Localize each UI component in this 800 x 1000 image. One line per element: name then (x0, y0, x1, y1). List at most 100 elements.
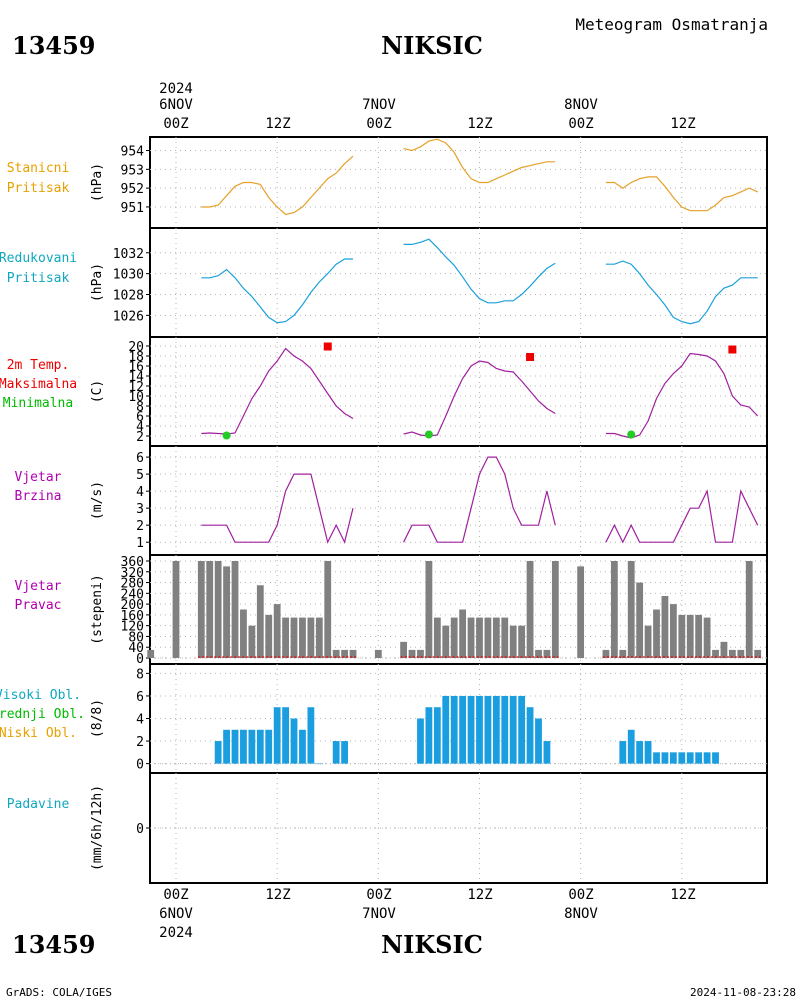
bar (332, 649, 340, 658)
bar (324, 561, 332, 658)
bar (307, 617, 315, 658)
station-id-top: 13459 (12, 31, 96, 60)
bar (307, 707, 315, 764)
bottom-hour-label: 12Z (670, 887, 695, 903)
bar (678, 614, 686, 658)
bottom-hour-label: 12Z (265, 887, 290, 903)
top-hour-label: 12Z (670, 116, 695, 132)
top-date-label: 7NOV (362, 97, 396, 113)
y-tick-label: 40 (128, 641, 144, 656)
panel-frame (149, 445, 768, 556)
bar (476, 695, 483, 764)
series-line (605, 352, 759, 439)
bar (459, 609, 467, 658)
top-hour-label: 12Z (265, 116, 290, 132)
bar (265, 729, 273, 764)
y-tick-label: 20 (128, 340, 144, 355)
series-line (605, 176, 758, 212)
y-tick-label: 18 (128, 350, 144, 365)
y-tick-label: 3 (136, 502, 144, 517)
bar (425, 561, 433, 658)
bar (433, 617, 441, 658)
bar (147, 649, 155, 658)
y-tick-label: 8 (136, 400, 144, 415)
bar (197, 561, 205, 658)
bar (745, 561, 753, 658)
bar (282, 707, 289, 764)
y-tick-label: 4 (136, 420, 144, 435)
y-tick-label: 10 (128, 390, 144, 405)
bar (341, 741, 348, 764)
bar (518, 695, 526, 764)
min-temp-marker (627, 430, 636, 439)
bar (248, 729, 256, 764)
top-hour-label: 00Z (163, 116, 188, 132)
bar (543, 741, 551, 764)
y-tick-label: 0 (136, 758, 144, 773)
bar (737, 649, 745, 658)
bottom-hour-label: 00Z (163, 887, 188, 903)
bar (619, 741, 627, 764)
bar (332, 741, 340, 764)
bar (602, 649, 610, 658)
top-year-label: 2024 (159, 81, 193, 97)
bar (282, 617, 289, 658)
bottom-time-axis: 00Z 12Z 00Z 12Z 00Z 12Z 6NOV 7NOV 8NOV 2… (159, 887, 696, 941)
y-tick-label: 160 (121, 609, 144, 624)
bar (299, 617, 306, 658)
series-line (201, 258, 353, 324)
bar (728, 649, 736, 658)
bar (467, 695, 475, 764)
bar (231, 561, 239, 658)
y-axis-label: (stepeni) (90, 574, 105, 644)
panel-label: Minimalna (3, 396, 73, 411)
bar (290, 617, 298, 658)
bar (644, 741, 652, 764)
bar (248, 625, 256, 658)
y-tick-label: 954 (121, 145, 145, 160)
bar (627, 729, 635, 764)
bar (636, 741, 644, 764)
station-pressure-panel: 951 952 953 954 (hPa) Stanicni Pritisak (7, 136, 768, 229)
bar (484, 617, 492, 658)
y-tick-label: 2 (136, 430, 144, 445)
y-axis-label: (mm/6h/12h) (90, 785, 105, 871)
bar (610, 561, 618, 658)
bar (265, 614, 273, 658)
bar (206, 561, 214, 658)
bottom-hour-label: 00Z (568, 887, 593, 903)
y-tick-label: 360 (121, 555, 144, 570)
top-time-axis: 2024 6NOV 7NOV 8NOV 00Z 12Z 00Z 12Z 00Z … (159, 81, 696, 132)
y-axis-label: (m/s) (90, 481, 105, 520)
y-tick-label: 1028 (113, 288, 144, 303)
bar (273, 707, 281, 764)
bar (315, 617, 323, 658)
station-name-top: NIKSIC (381, 31, 483, 60)
bar (223, 566, 230, 658)
bar (712, 752, 719, 764)
station-name-bottom: NIKSIC (381, 930, 483, 959)
bar (720, 641, 728, 658)
panel-frame (149, 336, 768, 447)
y-tick-label: 1026 (113, 309, 144, 324)
bar (535, 718, 542, 764)
series-line (605, 489, 759, 544)
bar (695, 614, 703, 658)
product-title: Meteogram Osmatranja (575, 15, 768, 34)
bar (433, 707, 441, 764)
cloud-cover-panel: 0 2 4 6 8 (8/8) Visoki Obl. Srednji Obl. Niski O… (0, 663, 768, 774)
bar (661, 596, 669, 658)
top-hour-label: 12Z (467, 116, 492, 132)
bar (669, 752, 677, 764)
panel-label: Pravac (15, 598, 62, 613)
y-tick-label: 953 (121, 163, 144, 178)
top-hour-label: 00Z (568, 116, 593, 132)
bar (653, 752, 660, 764)
bar (636, 582, 644, 658)
y-axis-label: (8/8) (90, 699, 105, 738)
bar (653, 609, 660, 658)
y-tick-label: 5 (136, 468, 144, 483)
y-axis-label: (hPa) (90, 263, 105, 302)
panel-label: Padavine (7, 797, 70, 812)
